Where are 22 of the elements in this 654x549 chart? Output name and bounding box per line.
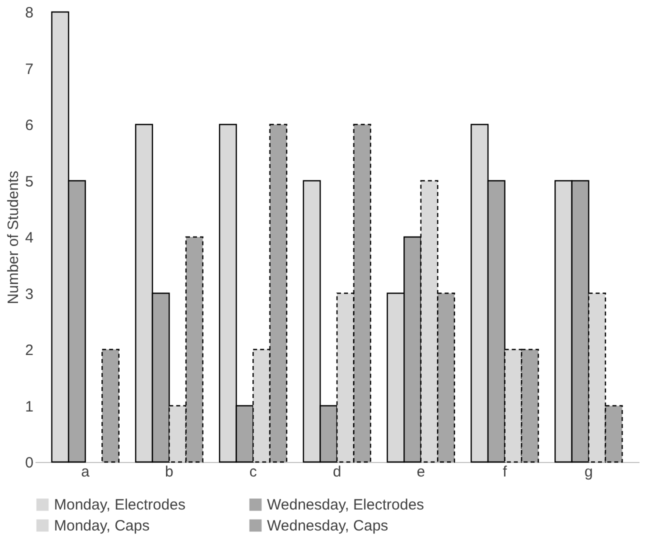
x-tick-label: e bbox=[416, 464, 426, 480]
legend-label: Wednesday, Electrodes bbox=[267, 496, 424, 514]
x-tick-label: d bbox=[332, 464, 342, 480]
y-tick-label: 8 bbox=[25, 4, 34, 22]
y-tick-label: 4 bbox=[25, 230, 34, 246]
x-tick-label: a bbox=[81, 464, 90, 480]
x-tick-label: g bbox=[584, 464, 593, 480]
y-tick-label: 3 bbox=[25, 286, 34, 303]
y-tick-label: 0 bbox=[25, 454, 34, 472]
y-tick-label: 2 bbox=[25, 342, 34, 359]
x-tick-label: c bbox=[249, 464, 258, 480]
legend-label: Monday, Electrodes bbox=[54, 496, 186, 514]
legend-label: Monday, Caps bbox=[54, 518, 150, 534]
x-tick-label: b bbox=[165, 464, 174, 480]
x-tick-label: f bbox=[502, 464, 508, 480]
bar bbox=[102, 348, 120, 463]
y-tick-label: 6 bbox=[25, 117, 34, 134]
y-tick-label: 1 bbox=[25, 398, 34, 416]
y-tick-label: 7 bbox=[25, 60, 34, 78]
legend-label: Wednesday, Caps bbox=[267, 518, 388, 534]
y-axis-title: Number of Students bbox=[5, 170, 22, 304]
y-tick-label: 5 bbox=[25, 173, 34, 190]
